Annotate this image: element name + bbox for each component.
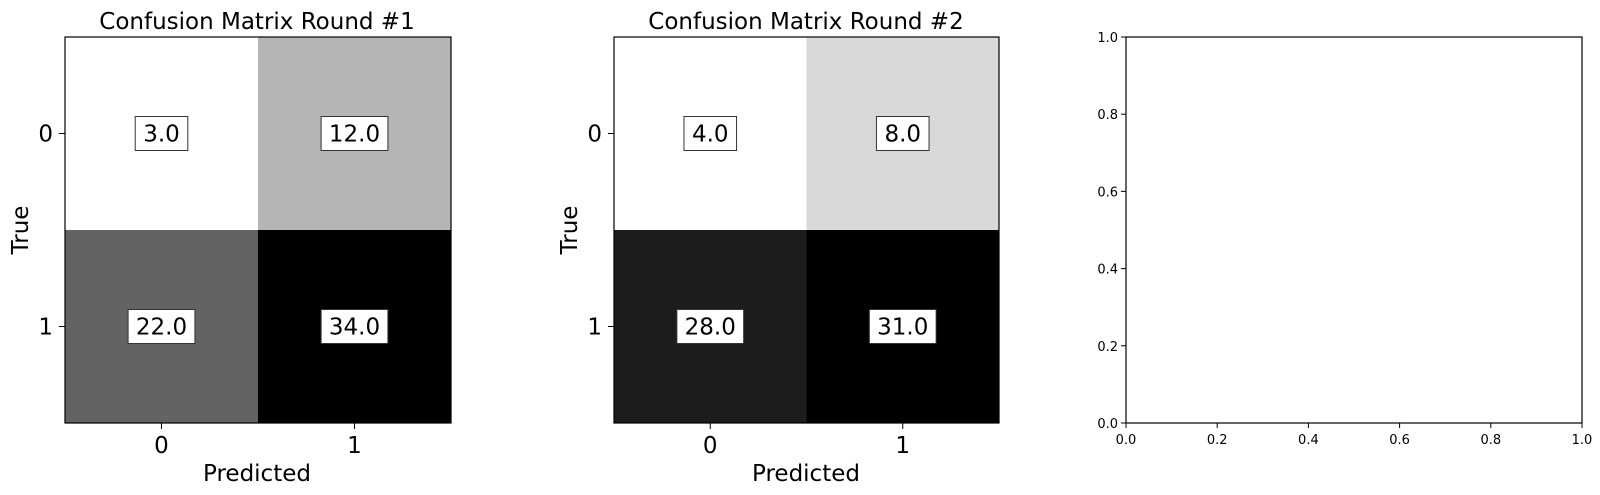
y-tick-label: 0.0 [1097, 417, 1118, 432]
confusion-matrix-2: Confusion Matrix Round #2 4.0 8.0 28.0 31.0… [557, 9, 1000, 487]
y-tick-label: 0.8 [1097, 108, 1118, 123]
cell-label-box [320, 309, 389, 344]
x-tick-label: 0 [154, 433, 169, 459]
x-tick-label: 0.2 [1207, 433, 1228, 448]
cell-label-box [134, 116, 189, 151]
cell-label-box [676, 309, 745, 344]
cell-value-label: 3.0 [143, 122, 180, 148]
y-tick-label: 1.0 [1097, 31, 1118, 46]
y-axis-label: True [557, 206, 583, 256]
cell-label-box [320, 116, 389, 151]
y-tick-label: 1 [587, 315, 602, 341]
y-tick-label: 1 [38, 315, 53, 341]
confusion-matrix-1: Confusion Matrix Round #1 3.0 12.0 22.0 34.… [8, 9, 452, 487]
cell-label-box [127, 309, 196, 344]
empty-axes: 0.0 0.2 0.4 0.6 0.8 1.0 0.0 0.2 0.4 0.6 0.8 1.0 [1097, 31, 1592, 448]
axes-frame [1125, 36, 1583, 424]
cell-label-box [868, 309, 937, 344]
cell-value-label: 4.0 [692, 122, 729, 148]
cell-value-label: 12.0 [329, 122, 380, 148]
y-tick-label: 0 [38, 122, 53, 148]
x-tick-label: 1 [347, 433, 362, 459]
x-tick-label: 0.0 [1116, 433, 1137, 448]
chart-title: Confusion Matrix Round #1 [99, 9, 414, 35]
y-tick-label: 0 [587, 122, 602, 148]
y-tick-label: 0.6 [1097, 185, 1118, 200]
y-axis-label: True [8, 206, 34, 256]
x-tick-label: 0.4 [1298, 433, 1319, 448]
x-tick-label: 0.8 [1480, 433, 1501, 448]
x-tick-label: 1 [895, 433, 910, 459]
cell-label-box [875, 116, 930, 151]
cell-value-label: 31.0 [877, 315, 928, 341]
cell-value-label: 8.0 [884, 122, 921, 148]
cell-value-label: 22.0 [136, 315, 187, 341]
cell-label-box [683, 116, 738, 151]
x-tick-label: 0.6 [1389, 433, 1410, 448]
chart-title: Confusion Matrix Round #2 [648, 9, 963, 35]
x-axis-label: Predicted [203, 461, 311, 487]
x-tick-label: 0 [703, 433, 718, 459]
y-tick-label: 0.4 [1097, 263, 1118, 278]
cell-value-label: 28.0 [685, 315, 736, 341]
x-tick-label: 1.0 [1572, 433, 1593, 448]
x-axis-label: Predicted [752, 461, 860, 487]
cell-value-label: 34.0 [329, 315, 380, 341]
y-tick-label: 0.2 [1097, 340, 1118, 355]
axes-frame [613, 36, 1000, 424]
axes-frame [64, 36, 452, 424]
